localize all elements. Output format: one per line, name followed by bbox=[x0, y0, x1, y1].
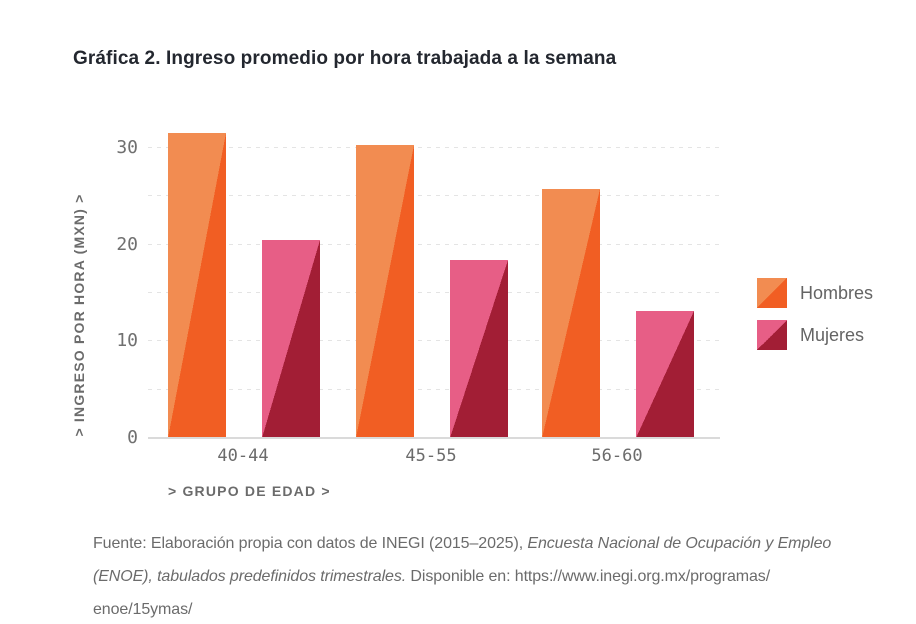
legend: Hombres Mujeres bbox=[757, 278, 873, 362]
bar-mujeres-56-60 bbox=[636, 311, 694, 438]
mujeres-swatch-icon bbox=[757, 320, 787, 350]
gridline-20 bbox=[148, 243, 720, 245]
y-tick-20: 20 bbox=[116, 234, 138, 255]
gridline-5 bbox=[148, 388, 720, 390]
source-note-line-3: enoe/15ymas/ bbox=[93, 601, 193, 618]
source-note: Fuente: Elaboración propia con datos de … bbox=[93, 527, 893, 624]
x-axis-line bbox=[148, 437, 720, 439]
y-tick-0: 0 bbox=[127, 427, 138, 448]
gridline-15 bbox=[148, 291, 720, 293]
source-note-line-1: Fuente: Elaboración propia con datos de … bbox=[93, 535, 832, 552]
gridline-30 bbox=[148, 146, 720, 148]
y-tick-10: 10 bbox=[116, 330, 138, 351]
gridline-10 bbox=[148, 340, 720, 342]
hombres-swatch-icon bbox=[757, 278, 787, 308]
bar-hombres-45-55 bbox=[356, 145, 414, 438]
legend-item-hombres: Hombres bbox=[757, 278, 873, 308]
legend-label-mujeres: Mujeres bbox=[800, 324, 865, 345]
y-axis-title: > INGRESO POR HORA (MXN) > bbox=[71, 193, 87, 437]
bar-mujeres-45-55 bbox=[450, 260, 508, 438]
y-tick-30: 30 bbox=[116, 137, 138, 158]
bar-mujeres-40-44 bbox=[262, 240, 320, 438]
gridline-25 bbox=[148, 195, 720, 197]
bar-hombres-56-60 bbox=[542, 189, 600, 438]
x-label-45-55: 45-55 bbox=[405, 446, 457, 466]
source-note-line-2: (ENOE), tabulados predefinidos trimestra… bbox=[93, 568, 771, 585]
chart-title: Gráfica 2. Ingreso promedio por hora tra… bbox=[73, 48, 617, 69]
x-label-56-60: 56-60 bbox=[591, 446, 643, 466]
x-label-40-44: 40-44 bbox=[217, 446, 269, 466]
x-axis-title: > GRUPO DE EDAD > bbox=[168, 483, 331, 499]
plot-area bbox=[148, 100, 720, 438]
legend-item-mujeres: Mujeres bbox=[757, 320, 873, 350]
legend-label-hombres: Hombres bbox=[800, 282, 874, 303]
bar-hombres-40-44 bbox=[168, 133, 226, 438]
